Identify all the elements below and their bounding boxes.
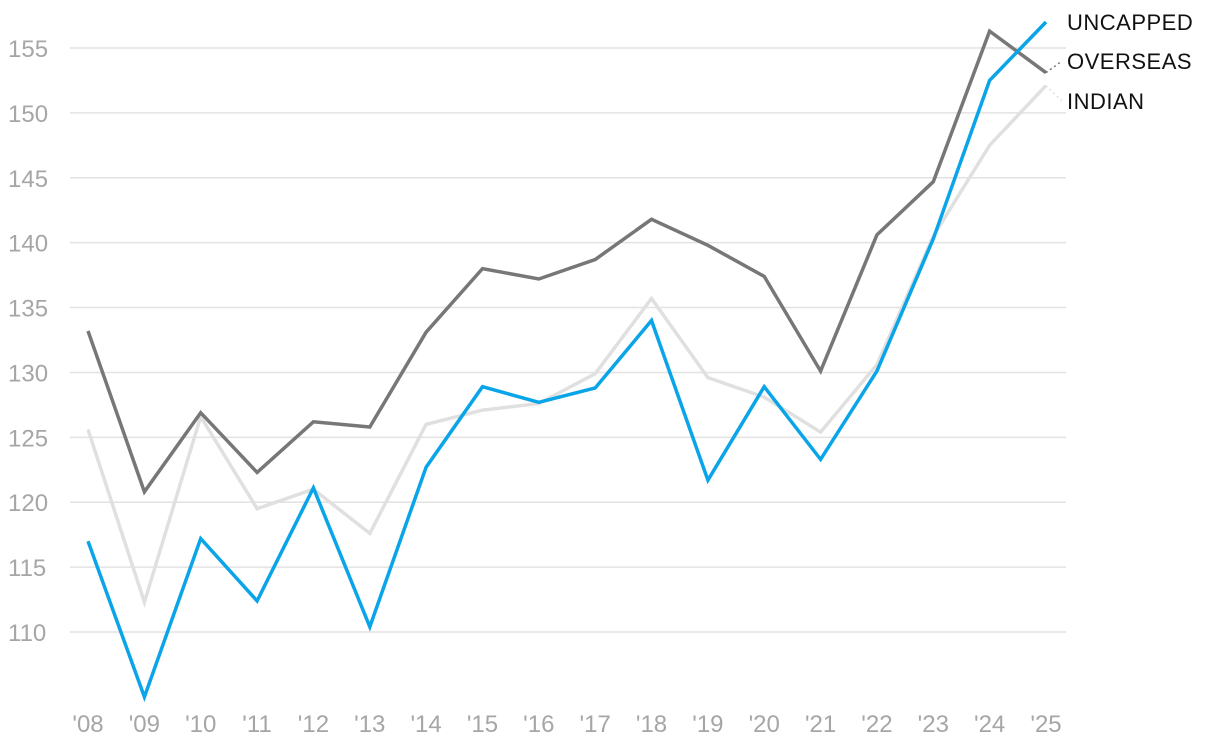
x-tick-label: '09 (129, 711, 160, 738)
label-leader-indian (1045, 85, 1063, 102)
y-tick-label: 145 (8, 166, 48, 193)
y-tick-label: 115 (8, 555, 46, 582)
grid-layer (70, 47, 1066, 633)
y-tick-label: 130 (8, 360, 48, 387)
x-tick-label: '24 (974, 711, 1005, 738)
label-leader-overseas (1045, 60, 1063, 74)
x-tick-label: '22 (861, 711, 892, 738)
x-tick-label: '17 (580, 711, 611, 738)
legend-label-overseas: OVERSEAS (1067, 49, 1192, 74)
x-tick-label: '25 (1030, 711, 1061, 738)
x-tick-label: '21 (805, 711, 836, 738)
series-line-uncapped (86, 20, 1048, 703)
x-tick-label: '15 (467, 711, 498, 738)
y-tick-label: 135 (8, 296, 48, 323)
x-tick-label: '23 (918, 711, 949, 738)
x-tick-label: '13 (354, 711, 385, 738)
legend-label-uncapped: UNCAPPED (1067, 10, 1193, 35)
x-tick-label: '19 (692, 711, 723, 738)
x-axis-ticks: '08 '09 '10 '11 '12 '13 '14 '15 '16 '17 '18 '19 '20 '… (72, 711, 1061, 738)
x-tick-label: '08 (72, 711, 103, 738)
x-tick-label: '16 (523, 711, 554, 738)
series-line-overseas (86, 28, 1048, 496)
x-tick-label: '10 (185, 711, 216, 738)
series-labels: INDIAN OVERSEAS UNCAPPED (1045, 10, 1193, 114)
legend-label-indian: INDIAN (1067, 89, 1145, 114)
y-axis-ticks: 110 115 120 125 130 135 140 145 150 155 (8, 36, 48, 647)
series-line-indian (86, 84, 1048, 609)
y-tick-label: 150 (8, 101, 48, 128)
series-lines (86, 20, 1048, 703)
y-tick-label: 110 (8, 620, 46, 647)
x-tick-label: '14 (410, 711, 441, 738)
x-tick-label: '18 (636, 711, 667, 738)
y-tick-label: 120 (8, 490, 48, 517)
y-tick-label: 155 (8, 36, 48, 63)
x-tick-label: '20 (749, 711, 780, 738)
x-tick-label: '12 (298, 711, 329, 738)
x-tick-label: '11 (242, 711, 272, 738)
y-tick-label: 125 (8, 425, 48, 452)
y-tick-label: 140 (8, 231, 48, 258)
